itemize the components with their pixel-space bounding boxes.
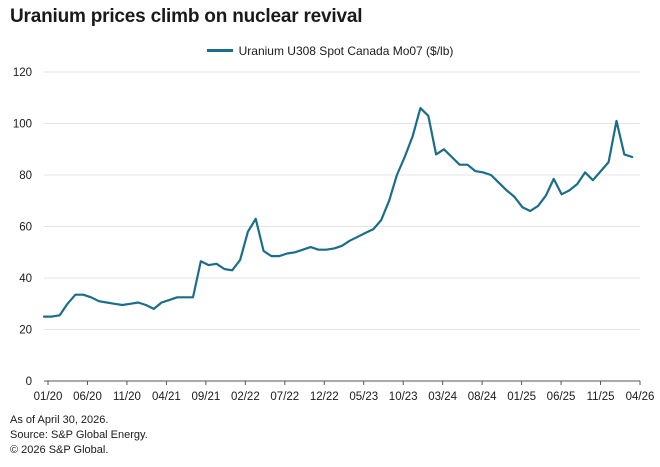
grid-lines xyxy=(44,71,640,330)
y-tick-label: 40 xyxy=(19,273,32,285)
x-axis-ticks: 01/20 06/20 11/20 04/21 09/21 02/22 07/22 12/22… xyxy=(34,381,655,403)
chart-legend: Uranium U308 Spot Canada Mo07 ($/lb) xyxy=(0,44,660,58)
x-tick-label: 12/22 xyxy=(310,391,339,403)
x-tick-label: 01/25 xyxy=(507,391,536,403)
legend-swatch xyxy=(206,49,233,53)
x-tick-label: 08/24 xyxy=(468,391,497,403)
x-tick-label: 07/22 xyxy=(270,391,299,403)
x-tick-label: 09/21 xyxy=(191,391,220,403)
footer-source: Source: S&P Global Energy. xyxy=(10,429,148,441)
x-tick-label: 05/23 xyxy=(349,391,378,403)
y-tick-label: 120 xyxy=(13,67,32,79)
y-axis-ticks: 0 20 40 60 80 100 120 xyxy=(13,67,32,388)
y-tick-label: 80 xyxy=(19,170,32,182)
x-tick-label: 06/25 xyxy=(547,391,576,403)
x-tick-label: 11/20 xyxy=(113,391,141,403)
footer-copyright: © 2026 S&P Global. xyxy=(10,444,109,456)
legend-label: Uranium U308 Spot Canada Mo07 ($/lb) xyxy=(238,44,454,58)
series-line-uranium-spot xyxy=(42,107,634,318)
x-tick-label: 06/20 xyxy=(73,391,102,403)
x-tick-label: 11/25 xyxy=(587,391,615,403)
x-tick-label: 04/26 xyxy=(626,391,655,403)
y-tick-label: 60 xyxy=(19,222,32,234)
y-tick-label: 0 xyxy=(26,376,32,388)
chart-footer: As of April 30, 2026. Source: S&P Global… xyxy=(10,413,148,458)
footer-date-note: As of April 30, 2026. xyxy=(10,414,109,426)
y-tick-label: 20 xyxy=(19,325,32,337)
x-tick-label: 01/20 xyxy=(34,391,63,403)
x-tick-label: 03/24 xyxy=(428,391,457,403)
x-tick-label: 02/22 xyxy=(231,391,260,403)
chart-title: Uranium prices climb on nuclear revival xyxy=(10,6,363,27)
x-tick-label: 10/23 xyxy=(389,391,418,403)
y-tick-label: 100 xyxy=(13,119,32,131)
x-tick-label: 04/21 xyxy=(152,391,181,403)
